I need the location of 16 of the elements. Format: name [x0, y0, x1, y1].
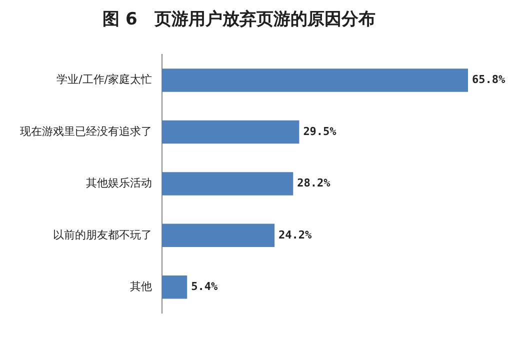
bar — [162, 68, 468, 92]
bar — [162, 224, 275, 248]
y-tick-label: 学业/工作/家庭太忙 — [56, 73, 152, 86]
bar — [162, 120, 300, 144]
y-tick-label: 其他娱乐活动 — [86, 176, 152, 190]
y-tick-label: 以前的朋友都不玩了 — [53, 228, 152, 242]
data-label: 65.8% — [472, 73, 506, 86]
data-label: 28.2% — [297, 176, 331, 190]
chart-title: 图 6 页游用户放弃页游的原因分布 — [102, 8, 376, 30]
y-tick-label: 现在游戏里已经没有追求了 — [20, 124, 152, 138]
bar — [162, 172, 294, 196]
bar — [162, 276, 188, 299]
data-label: 5.4% — [191, 280, 218, 293]
data-label: 29.5% — [303, 124, 337, 138]
y-tick-label: 其他 — [130, 280, 152, 293]
data-label: 24.2% — [278, 228, 312, 242]
